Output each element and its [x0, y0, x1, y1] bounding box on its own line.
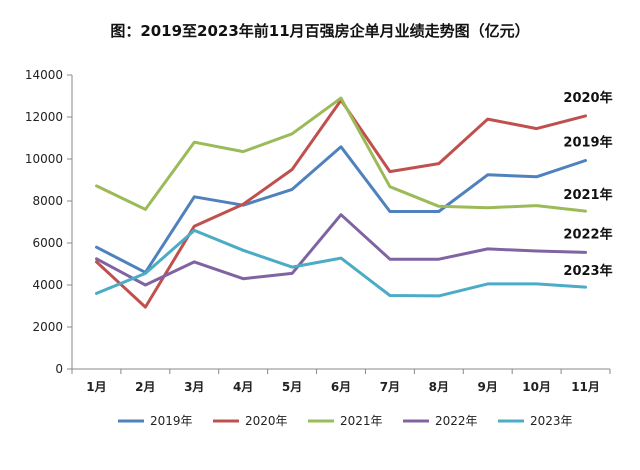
x-tick-label: 1月 [86, 380, 106, 394]
y-tick-label: 8000 [32, 194, 63, 208]
legend-label: 2023年 [530, 414, 573, 428]
x-tick-label: 8月 [429, 380, 449, 394]
y-tick-label: 10000 [25, 152, 63, 166]
chart-title: 图：2019至2023年前11月百强房企单月业绩走势图（亿元） [110, 22, 530, 40]
x-tick-label: 6月 [331, 380, 351, 394]
legend-label: 2021年 [340, 414, 383, 428]
legend-label: 2022年 [435, 414, 478, 428]
x-tick-label: 11月 [571, 380, 600, 394]
x-tick-label: 10月 [522, 380, 551, 394]
y-tick-label: 0 [55, 362, 63, 376]
series-end-label: 2022年 [563, 226, 612, 242]
x-tick-label: 4月 [233, 380, 253, 394]
series-line-2022年 [95, 213, 587, 287]
x-tick-label: 2月 [135, 380, 155, 394]
y-tick-label: 12000 [25, 110, 63, 124]
y-tick-label: 6000 [32, 236, 63, 250]
x-tick-label: 9月 [478, 380, 498, 394]
series-end-label: 2021年 [563, 187, 612, 203]
series-line-2021年 [95, 96, 587, 213]
series-line-2019年 [95, 145, 587, 274]
y-tick-label: 4000 [32, 278, 63, 292]
x-tick-label: 7月 [380, 380, 400, 394]
series-line-2023年 [95, 228, 587, 298]
legend-label: 2019年 [150, 414, 193, 428]
y-tick-label: 2000 [32, 320, 63, 334]
series-end-label: 2023年 [563, 263, 612, 279]
legend-label: 2020年 [245, 414, 288, 428]
y-tick-label: 14000 [25, 68, 63, 82]
series-line-2020年 [95, 98, 587, 309]
series-end-label: 2019年 [563, 134, 612, 150]
series-end-label: 2020年 [563, 90, 612, 106]
x-tick-label: 3月 [184, 380, 204, 394]
x-tick-label: 5月 [282, 380, 302, 394]
